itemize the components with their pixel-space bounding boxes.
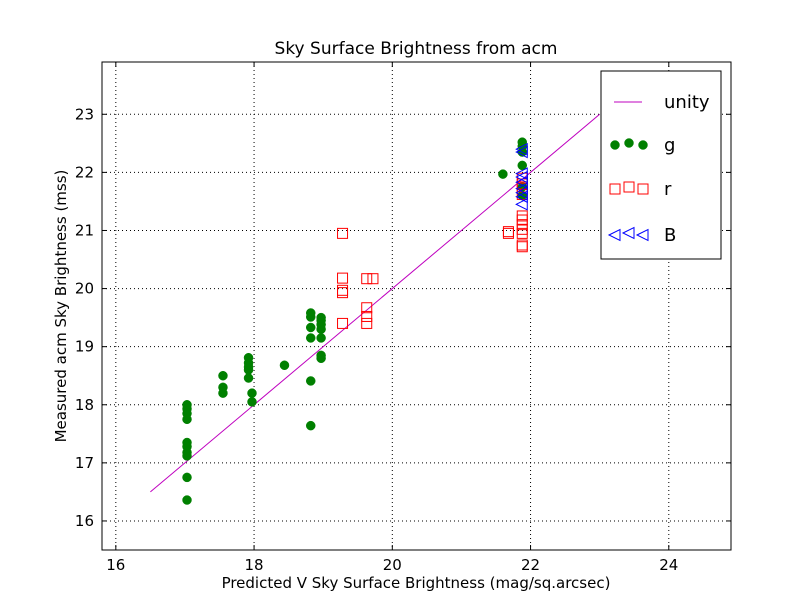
data-point-r <box>337 272 349 284</box>
legend-swatch-r <box>637 183 649 195</box>
y-tick-label: 17 <box>75 454 94 472</box>
y-tick-label: 21 <box>75 221 94 239</box>
data-point-B <box>515 167 528 180</box>
x-tick-label: 18 <box>245 556 264 574</box>
data-point-g <box>218 370 228 381</box>
data-point-r <box>361 310 373 322</box>
x-tick-label: 16 <box>106 556 125 574</box>
legend-swatch-B <box>607 228 621 242</box>
data-point-r <box>516 239 528 251</box>
data-point-g <box>182 495 192 505</box>
legend-swatch-g <box>624 138 634 148</box>
data-point-r <box>502 226 514 238</box>
data-point-r <box>361 273 373 285</box>
legend-swatch-g <box>638 140 648 150</box>
data-point-g <box>316 312 326 323</box>
data-point-g <box>305 420 316 431</box>
data-point-g <box>498 169 508 179</box>
data-point-r <box>367 273 379 285</box>
chart-title: Sky Surface Brightness from acm <box>275 39 558 59</box>
axis-ticks: 16 18 20 22 24 16 17 18 19 20 21 22 23 <box>75 62 731 574</box>
legend-entries: unity g r B <box>607 92 710 246</box>
data-point-g <box>305 333 316 343</box>
unity-line <box>150 113 600 493</box>
legend-swatch-g <box>610 140 620 150</box>
y-tick-label: 16 <box>75 512 94 530</box>
plot-frame <box>101 61 732 551</box>
data-point-r <box>337 227 349 239</box>
y-tick-label: 20 <box>75 280 94 298</box>
data-point-g <box>218 382 228 393</box>
x-tick-label: 20 <box>383 556 402 574</box>
legend-label-B: B <box>664 225 676 246</box>
data-point-g <box>243 352 254 363</box>
data-point-r <box>516 210 528 222</box>
data-point-g <box>182 400 192 410</box>
x-tick-label: 22 <box>521 556 540 574</box>
y-tick-label: 18 <box>75 396 94 414</box>
data-point-r <box>337 317 349 329</box>
data-point-r <box>361 317 373 329</box>
data-point-g <box>243 373 254 383</box>
legend-label-g: g <box>664 135 675 156</box>
data-point-g <box>182 437 192 448</box>
data-points-layer <box>182 137 528 505</box>
data-point-g <box>279 360 290 371</box>
legend-swatch-r <box>609 183 621 195</box>
data-point-g <box>517 137 528 147</box>
data-point-B <box>515 182 528 195</box>
data-point-g <box>305 322 316 333</box>
y-tick-label: 23 <box>75 105 94 123</box>
data-point-g <box>517 160 528 171</box>
data-point-g <box>316 333 326 343</box>
y-tick-label: 19 <box>75 338 94 356</box>
data-point-g <box>305 308 316 318</box>
data-point-g <box>305 376 316 386</box>
y-tick-label: 22 <box>75 163 94 181</box>
data-point-g <box>247 388 257 398</box>
x-tick-label: 24 <box>659 556 678 574</box>
x-axis-label: Predicted V Sky Surface Brightness (mag/… <box>222 574 611 592</box>
data-point-r <box>361 302 373 314</box>
legend-box <box>600 70 722 260</box>
legend: unity g r B <box>600 70 722 260</box>
data-point-r <box>337 284 349 296</box>
unity-line-layer <box>150 113 600 493</box>
legend-label-unity: unity <box>664 92 710 113</box>
data-point-g <box>316 350 326 361</box>
data-point-B <box>515 142 528 156</box>
legend-label-r: r <box>664 179 672 200</box>
data-point-B <box>515 198 528 211</box>
data-point-g <box>182 472 192 483</box>
y-axis-label: Measured acm Sky Brightness (mss) <box>52 170 70 443</box>
data-point-g <box>247 397 257 407</box>
legend-swatch-B <box>621 226 635 240</box>
legend-swatch-r <box>623 181 635 193</box>
legend-swatch-B <box>635 228 649 242</box>
